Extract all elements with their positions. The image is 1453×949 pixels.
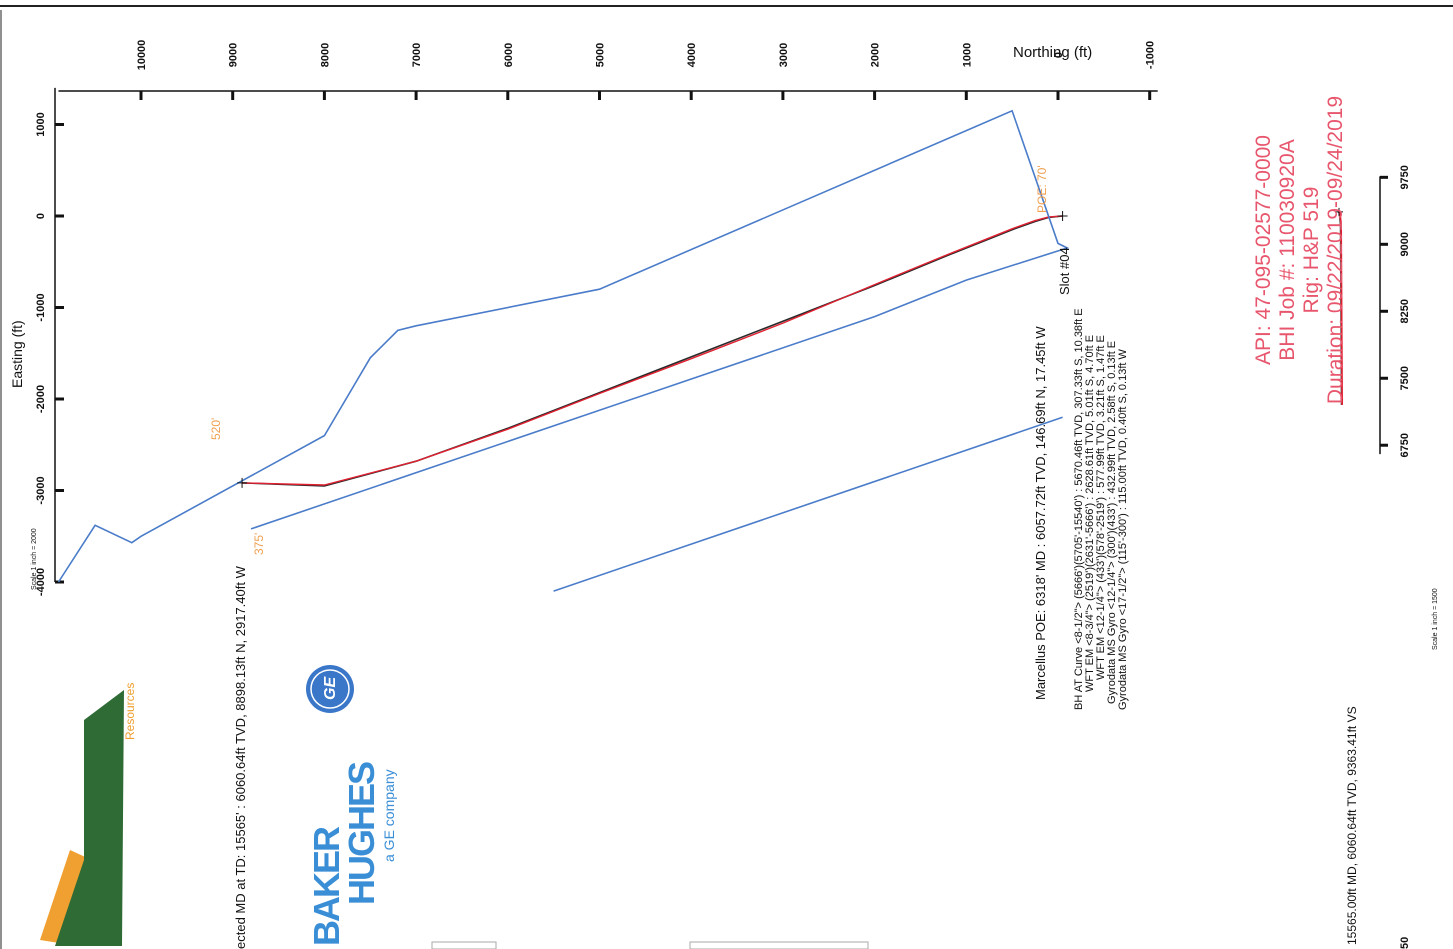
well-header-block: API: 47-095-02577-0000 BHI Job #: 110030… — [1252, 80, 1348, 420]
vertical-section-chart: 6750 7500 8250 9000 9750 50 — [1335, 165, 1411, 949]
footer-box-right — [689, 941, 869, 949]
footer-box-left — [431, 941, 497, 949]
survey-list: BH AT Curve <8-1/2"> (5666')(5705'-15540… — [1073, 308, 1129, 710]
ge-monogram-circle — [306, 665, 354, 713]
easting-tick-label: -3000 — [35, 476, 47, 504]
hughes-wordmark: HUGHES — [341, 762, 382, 905]
antero-wordmark: Antero — [82, 709, 126, 832]
northing-tick-label: 1000 — [961, 43, 973, 67]
northing-tick-label: 10000 — [136, 40, 148, 71]
northing-tick-label: 0 — [1053, 52, 1065, 58]
actual-wellpath-line — [242, 215, 1063, 486]
annotation-520-setback: 520' — [209, 417, 223, 440]
annotation-375-setback: 375' — [252, 532, 266, 555]
slot-label: Slot #04 — [1057, 247, 1072, 295]
lease-boundary-segment — [553, 416, 1063, 592]
plan-scale-note: Scale 1 inch = 2000 — [31, 528, 38, 590]
td-label: ected MD at TD: 15565' : 6060.64ft TVD, … — [233, 566, 248, 949]
vs-scale-note: Scale 1 inch = 1500 — [1432, 588, 1439, 650]
duration: Duration: 09/22/2019-09/24/2019 — [1324, 95, 1347, 405]
easting-tick-label: 0 — [35, 213, 47, 219]
rig-name: Rig: H&P 519 — [1300, 186, 1323, 314]
vs-tick-label: 9000 — [1399, 232, 1411, 256]
easting-tick-label: -2000 — [35, 385, 47, 413]
northing-tick-label: 9000 — [228, 43, 240, 67]
vs-tick-label: 8250 — [1399, 299, 1411, 323]
northing-tick-label: 2000 — [870, 43, 882, 67]
ge-logo — [306, 665, 354, 713]
plan-wellpath-line — [242, 215, 1063, 487]
northing-axis-label: Northing (ft) — [1013, 44, 1093, 61]
northing-tick-label: 8000 — [319, 43, 331, 67]
annotation-poe-setback: POE: 70' — [1035, 165, 1049, 213]
lease-boundary-line — [57, 109, 1070, 583]
vs-tick-label-partial: 50 — [1399, 937, 1411, 949]
ge-monogram-ring — [310, 669, 350, 709]
easting-tick-label: -1000 — [35, 293, 47, 321]
northing-tick-label: 6000 — [503, 43, 515, 67]
antero-subtitle: Resources — [123, 682, 137, 740]
api-number: API: 47-095-02577-0000 — [1252, 135, 1275, 366]
northing-tick-label: -1000 — [1145, 41, 1157, 69]
easting-axis-label: Easting (ft) — [9, 320, 25, 388]
plot-marks — [57, 109, 1070, 592]
easting-tick-label: 1000 — [35, 112, 47, 136]
northing-tick-label: 5000 — [595, 43, 607, 67]
northing-tick-label: 7000 — [411, 43, 423, 67]
vs-tick-label: 9750 — [1399, 165, 1411, 189]
poe-label: Marcellus POE: 6318' MD : 6057.72ft TVD,… — [1033, 326, 1048, 700]
antero-logo-green-mark — [55, 690, 124, 946]
vs-tick-label: 7500 — [1399, 366, 1411, 390]
northing-tick-label: 3000 — [778, 43, 790, 67]
vs-label: 15565.00ft MD, 6060.64ft TVD, 9363.41ft … — [1345, 706, 1359, 945]
vs-tick-label: 6750 — [1399, 433, 1411, 457]
easting-tick-label: -4000 — [35, 568, 47, 596]
ge-monogram: GE — [322, 676, 339, 700]
plot-axes: -1000 0 1000 2000 3000 4000 5000 6000 7000 8000 90… — [35, 40, 1158, 596]
northing-tick-label: 4000 — [686, 43, 698, 67]
antero-logo — [40, 690, 124, 946]
survey-line-5: Gyrodata MS Gyro <17-1/2"> (115'-300') :… — [1117, 349, 1129, 710]
ge-company-tagline: a GE company — [381, 769, 397, 862]
bhi-job-number: BHI Job #: 110030920A — [1276, 139, 1299, 361]
